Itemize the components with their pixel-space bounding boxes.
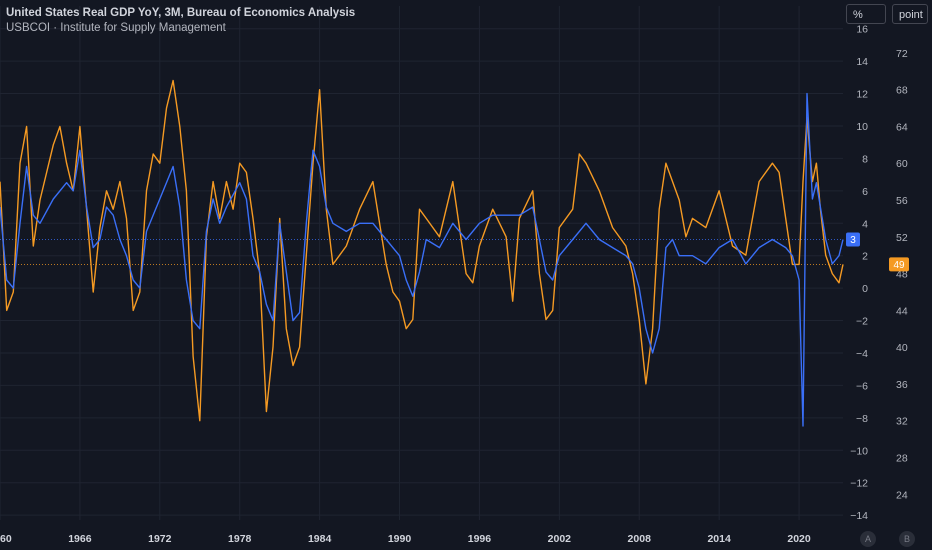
x-axis-tick-label: 1972 <box>148 533 172 545</box>
left-axis-tick-label: 0 <box>862 283 868 295</box>
right-axis-tick-label: 24 <box>896 489 908 501</box>
gdp-last-value-text: 3 <box>850 235 856 246</box>
left-axis-tick-label: −6 <box>856 380 868 392</box>
left-axis-tick-label: 10 <box>856 121 868 133</box>
left-axis-tick-label: −12 <box>850 478 868 490</box>
left-axis-tick-label: 12 <box>856 89 868 101</box>
left-axis-tick-label: 16 <box>856 24 868 36</box>
left-axis-tick-label: 8 <box>862 153 868 165</box>
x-axis-tick-label: 1990 <box>388 533 412 545</box>
left-axis-tick-label: −14 <box>850 510 868 522</box>
left-axis-tick-label: 4 <box>862 218 868 230</box>
right-axis-tick-label: 48 <box>896 269 908 281</box>
gdp-series-line <box>0 92 844 427</box>
left-axis-tick-label: −2 <box>856 316 868 328</box>
left-axis-tick-label: 6 <box>862 186 868 198</box>
right-axis-tick-label: 44 <box>896 305 908 317</box>
x-axis-tick-label: 1960 <box>0 533 12 545</box>
right-axis-tick-label: 56 <box>896 195 908 207</box>
x-axis-tick-label: 1978 <box>228 533 252 545</box>
left-axis-tick-label: 2 <box>862 251 868 263</box>
right-axis: 7672686460565248444036322824 <box>896 11 908 501</box>
right-axis-tick-label: 72 <box>896 48 908 60</box>
left-axis-tick-label: −4 <box>856 348 868 360</box>
right-axis-tick-label: 60 <box>896 158 908 170</box>
right-axis-tick-label: 36 <box>896 379 908 391</box>
right-axis-tick-label: 64 <box>896 121 908 133</box>
gdp-last-value-label: 3 <box>846 232 860 247</box>
x-axis-tick-label: 1996 <box>468 533 492 545</box>
x-axis-tick-label: 2008 <box>628 533 652 545</box>
x-axis-tick-label: 1966 <box>68 533 92 545</box>
percent-scale-button[interactable]: % <box>846 4 886 24</box>
x-axis-tick-label: 2014 <box>707 533 731 545</box>
ism-last-value-label: 49 <box>889 257 909 272</box>
left-axis-tick-label: −10 <box>850 445 868 457</box>
x-axis-tick-label: 1984 <box>308 533 332 545</box>
ism-last-value-text: 49 <box>893 260 905 271</box>
auto-scale-button[interactable]: A <box>860 531 876 547</box>
left-axis-tick-label: 14 <box>856 56 868 68</box>
point-scale-button[interactable]: point <box>892 4 928 24</box>
right-axis-tick-label: 52 <box>896 232 908 244</box>
x-axis-tick-label: 2002 <box>548 533 572 545</box>
chart-title: United States Real GDP YoY, 3M, Bureau o… <box>6 7 356 19</box>
scale-b-button[interactable]: B <box>899 531 915 547</box>
right-axis-tick-label: 32 <box>896 416 908 428</box>
grid <box>0 6 843 520</box>
right-axis-tick-label: 28 <box>896 452 908 464</box>
chart-subtitle: USBCOI · Institute for Supply Management <box>6 22 226 34</box>
ism-series-line <box>0 79 844 422</box>
x-axis-tick-label: 2020 <box>787 533 811 545</box>
left-axis: 16 14 12 10 8 6 4 2 0 −2 −4 −6 −8 −10 −12 −14 <box>850 24 868 522</box>
right-axis-tick-label: 68 <box>896 85 908 97</box>
x-axis: 1960 1966 1972 1978 1984 1990 1996 2002 2008 2014… <box>0 533 811 545</box>
right-axis-tick-label: 40 <box>896 342 908 354</box>
left-axis-tick-label: −8 <box>856 413 868 425</box>
